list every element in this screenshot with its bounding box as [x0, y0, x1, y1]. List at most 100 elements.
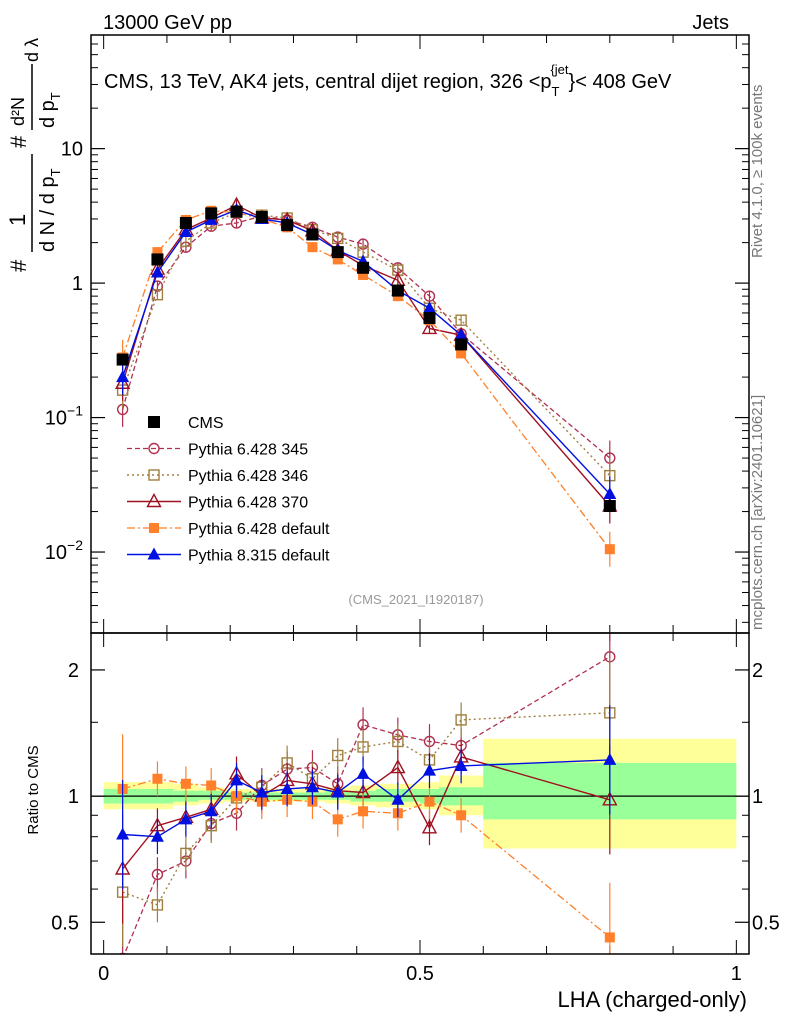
ylabel-num1: 1 — [5, 214, 30, 226]
point-cms — [179, 216, 192, 229]
ratio-y-tick-label-right: 2 — [752, 660, 763, 682]
ratio-point-p8def — [179, 812, 193, 825]
ratio-point-p6def — [332, 814, 343, 825]
main-plot-frame — [90, 34, 750, 634]
legend-marker-p370 — [146, 493, 162, 508]
point-p345 — [423, 290, 436, 302]
legend-label-p6def: Pythia 6.428 default — [188, 521, 330, 538]
legend-marker-p345 — [148, 442, 160, 455]
main-y-tick-base: 1 — [72, 273, 83, 295]
series-cms — [116, 205, 616, 512]
legend-label-p370: Pythia 6.428 370 — [188, 495, 308, 512]
ratio-plot-panel: 0.5 0.5 1 1 2 2 0 0.5 1 Ratio to CMS LHA (charge… — [25, 632, 780, 1012]
ratio-point-p6def — [604, 932, 615, 943]
point-cms — [205, 207, 218, 220]
legend-label-p8def: Pythia 8.315 default — [188, 548, 330, 565]
legend-label-p345: Pythia 6.428 345 — [188, 442, 308, 459]
ratio-y-tick-label-right: 1 — [752, 786, 763, 808]
legend-label-cms: CMS — [188, 415, 224, 432]
header-category: Jets — [692, 12, 729, 34]
main-y-tick-base: 10 — [45, 408, 67, 430]
ratio-point-p8def — [391, 792, 405, 805]
point-cms — [423, 312, 436, 325]
ratio-y-tick-label: 1 — [68, 786, 79, 808]
legend-marker-p8def — [147, 547, 161, 560]
ratio-point-p8def — [454, 758, 468, 771]
point-cms — [281, 219, 294, 232]
header-process: 13000 GeV pp — [103, 12, 232, 34]
main-y-tick-label: 10−1 — [45, 403, 83, 430]
ratio-point-p346 — [151, 899, 164, 911]
ratio-y-axis-label: Ratio to CMS — [25, 745, 42, 834]
legend-entry-p8def: Pythia 8.315 default — [127, 547, 330, 565]
ratio-point-p8def — [356, 766, 370, 779]
main-y-tick-label: 10 — [61, 139, 83, 161]
ratio-point-p370 — [390, 759, 406, 774]
legend-marker-p6def — [149, 523, 159, 533]
x-axis-label: LHA (charged-only) — [557, 987, 747, 1012]
ylabel-den2: d pT — [37, 92, 63, 128]
point-p8def — [150, 265, 164, 278]
series-line-p370 — [121, 204, 611, 507]
ratio-plot-series — [114, 633, 618, 954]
ratio-point-p8def — [280, 781, 294, 794]
ratio-series-p8def — [116, 705, 617, 890]
ratio-point-p346 — [332, 749, 344, 762]
ratio-plot-ticks: 0.5 0.5 1 1 2 2 0 0.5 1 — [51, 633, 780, 985]
point-p8def — [603, 487, 617, 500]
ratio-point-p346 — [180, 847, 192, 860]
ratio-point-p6def — [152, 773, 163, 784]
main-y-axis-label: # 1 d N / d pT # d²N d pT d λ — [5, 38, 63, 272]
point-p6def — [332, 254, 343, 265]
legend-marker-p346 — [148, 469, 160, 481]
main-y-tick-base: 10 — [45, 542, 67, 564]
ratio-point-p8def — [230, 773, 244, 786]
plot-title-sub: T — [552, 84, 560, 99]
side-mcplots-label: mcplots.cern.ch [arXiv:2401.10621] — [749, 395, 766, 630]
series-line-p346 — [121, 211, 611, 477]
legend: CMS Pythia 6.428 345 Pythia 6.428 346 Pythi… — [127, 415, 330, 565]
main-y-tick-base: 10 — [61, 139, 83, 161]
point-cms — [255, 211, 268, 224]
ratio-uncertainty-bands — [103, 738, 737, 849]
ratio-line-p370 — [122, 756, 611, 870]
ylabel-hash2: # — [6, 135, 31, 148]
ratio-point-p8def — [204, 804, 218, 817]
point-p8def — [179, 224, 193, 237]
ratio-point-p345 — [151, 868, 164, 881]
ylabel-hash: # — [6, 259, 31, 272]
series-line-p8def — [121, 209, 611, 495]
main-y-tick-exp: −1 — [67, 403, 83, 419]
ylabel-num2: d²N — [8, 97, 28, 126]
point-cms — [357, 261, 370, 274]
main-y-tick-label: 10−2 — [45, 537, 83, 564]
point-p8def — [454, 328, 468, 341]
point-p6def — [358, 269, 369, 280]
plot-title-sup: {jet — [550, 62, 568, 77]
x-tick-label: 0.5 — [406, 963, 434, 985]
point-cms — [116, 353, 129, 366]
legend-entry-p346: Pythia 6.428 346 — [127, 468, 308, 485]
series-p6def — [117, 205, 615, 567]
x-tick-label: 0 — [98, 963, 109, 985]
legend-entry-p370: Pythia 6.428 370 — [127, 493, 308, 512]
point-cms — [151, 253, 164, 266]
point-p346 — [151, 288, 164, 301]
ratio-point-p8def — [603, 752, 617, 765]
ratio-y-tick-label-right: 0.5 — [752, 912, 780, 934]
point-p6def — [152, 247, 163, 258]
ratio-point-p8def — [331, 785, 345, 798]
plot-title: CMS, 13 TeV, AK4 jets, central dijet reg… — [104, 62, 672, 99]
point-p8def — [422, 301, 436, 314]
ylabel-den2-main: d p — [37, 100, 59, 128]
point-cms — [603, 499, 616, 512]
ratio-point-p370 — [421, 819, 438, 834]
legend-entry-p6def: Pythia 6.428 default — [127, 521, 330, 538]
ratio-point-p346 — [455, 714, 467, 726]
ratio-y-tick-label: 2 — [68, 660, 79, 682]
legend-entry-p345: Pythia 6.428 345 — [127, 442, 308, 459]
x-tick-label: 1 — [731, 963, 742, 985]
